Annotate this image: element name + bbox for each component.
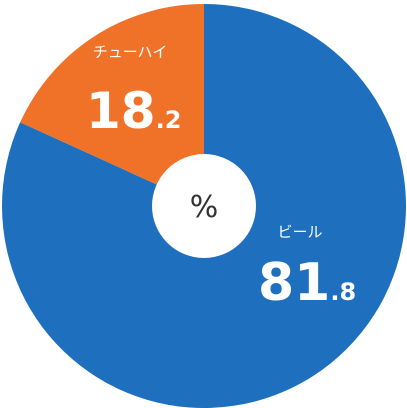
- center-hole: [152, 154, 256, 258]
- slice-value-beer: 81.8: [258, 253, 356, 313]
- slice-value-chuhai-int: 18: [86, 82, 156, 140]
- pie-slice-1: [20, 4, 204, 206]
- slice-label-chuhai: チューハイ: [93, 43, 167, 61]
- slice-value-chuhai: 18.2: [86, 82, 181, 140]
- slice-label-beer: ビール: [277, 223, 322, 241]
- slice-value-beer-int: 81: [258, 253, 330, 313]
- slice-value-beer-dec: .8: [330, 278, 356, 306]
- slice-value-chuhai-dec: .2: [156, 106, 182, 134]
- center-unit-label: %: [190, 190, 219, 225]
